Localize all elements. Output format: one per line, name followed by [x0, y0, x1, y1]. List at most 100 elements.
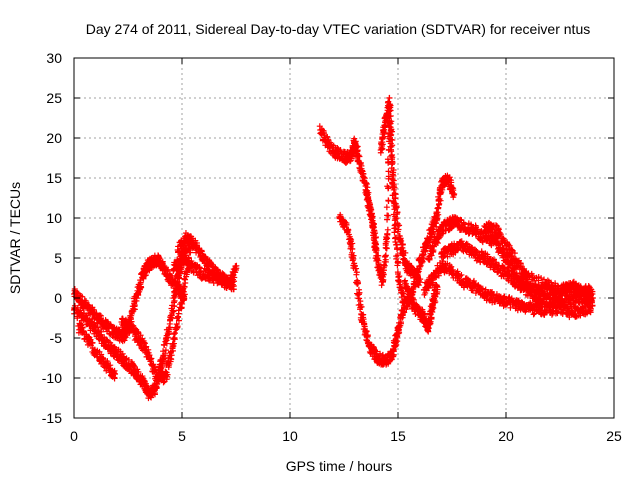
data-point-fill [163, 337, 170, 344]
data-point-fill [178, 305, 185, 312]
data-point-fill [142, 344, 149, 351]
data-point-fill [178, 299, 185, 306]
data-point-fill [175, 310, 182, 317]
data-point-fill [323, 133, 330, 140]
data-point-fill [348, 236, 355, 243]
data-point-fill [316, 123, 323, 130]
data-point-fill [356, 153, 363, 160]
data-point-fill [360, 320, 367, 327]
data-point-fill [363, 179, 370, 186]
data-point-fill [137, 281, 144, 288]
data-point-fill [95, 328, 102, 335]
data-point-fill [382, 253, 389, 260]
data-point-fill [165, 328, 172, 335]
y-tick-label: 5 [54, 250, 62, 266]
series-sat-h [336, 211, 408, 368]
data-point-fill [172, 291, 179, 298]
data-point-fill [351, 262, 358, 269]
x-tick-label: 25 [606, 428, 622, 444]
data-point-fill [77, 307, 84, 314]
data-point-fill [161, 350, 168, 357]
y-tick-label: -5 [50, 330, 63, 346]
data-point-fill [122, 356, 129, 363]
data-point-fill [121, 335, 128, 342]
data-point-fill [383, 245, 390, 252]
data-point-fill [171, 330, 178, 337]
data-point-fill [148, 355, 155, 362]
data-point-fill [162, 347, 169, 354]
data-point-fill [388, 153, 395, 160]
data-point-fill [394, 246, 401, 253]
data-point-fill [165, 362, 172, 369]
data-point-fill [168, 352, 175, 359]
data-point-fill [384, 226, 391, 233]
data-point-fill [171, 293, 178, 300]
data-point-fill [354, 148, 361, 155]
data-point-fill [170, 340, 177, 347]
data-point [230, 283, 237, 289]
x-axis-label: GPS time / hours [286, 458, 393, 474]
x-tick-label: 10 [282, 428, 298, 444]
data-point [112, 371, 119, 377]
data-point-fill [151, 366, 158, 373]
data-point-fill [169, 341, 176, 348]
data-point-fill [173, 280, 180, 287]
data-point-fill [137, 332, 144, 339]
data-point-fill [364, 333, 371, 340]
data-point-fill [349, 240, 356, 247]
x-tick-label: 0 [70, 428, 78, 444]
data-point-fill [373, 348, 380, 355]
data-point-fill [160, 359, 167, 366]
data-point-fill [384, 212, 391, 219]
y-tick-label: 20 [46, 130, 62, 146]
data-point-fill [383, 204, 390, 211]
data-point-fill [135, 291, 142, 298]
data-point-fill [146, 352, 153, 359]
x-tick-label: 20 [498, 428, 514, 444]
data-point-fill [402, 277, 409, 284]
series-sat-o [481, 219, 596, 299]
series-sat-f [170, 251, 238, 293]
y-tick-label: 10 [46, 210, 62, 226]
data-point-fill [167, 324, 174, 331]
data-point-fill [391, 229, 398, 236]
y-tick-label: -15 [42, 410, 62, 426]
data-point-fill [175, 263, 182, 270]
data-point-fill [88, 340, 95, 347]
data-point-fill [393, 241, 400, 248]
data-point-fill [176, 249, 183, 256]
data-point-fill [353, 269, 360, 276]
data-point-fill [337, 213, 344, 220]
series-sat-c [75, 320, 119, 382]
y-tick-label: 30 [46, 50, 62, 66]
data-point-fill [390, 348, 397, 355]
data-point-fill [182, 252, 189, 259]
data-point-fill [160, 379, 167, 386]
x-tick-label: 5 [178, 428, 186, 444]
data-point-fill [131, 302, 138, 309]
data-point-fill [196, 264, 203, 271]
data-point-fill [87, 327, 94, 334]
data-point-fill [356, 289, 363, 296]
data-point-fill [165, 266, 172, 273]
data-point-fill [187, 249, 194, 256]
data-point-fill [182, 276, 189, 283]
data-point-fill [385, 168, 392, 175]
data-point-fill [350, 252, 357, 259]
y-axis-label: SDTVAR / TECUs [7, 182, 23, 294]
data-point-fill [353, 265, 360, 272]
data-point-fill [163, 369, 170, 376]
data-point-fill [358, 303, 365, 310]
data-point-fill [357, 298, 364, 305]
data-point-fill [175, 317, 182, 324]
data-point-fill [179, 300, 186, 307]
data-point-fill [343, 159, 350, 166]
data-point-fill [344, 226, 351, 233]
chart-title: Day 274 of 2011, Sidereal Day-to-day VTE… [86, 21, 590, 37]
series-sat-d [118, 239, 194, 386]
y-tick-label: 0 [54, 290, 62, 306]
data-point-fill [398, 320, 405, 327]
data-point [233, 267, 239, 273]
